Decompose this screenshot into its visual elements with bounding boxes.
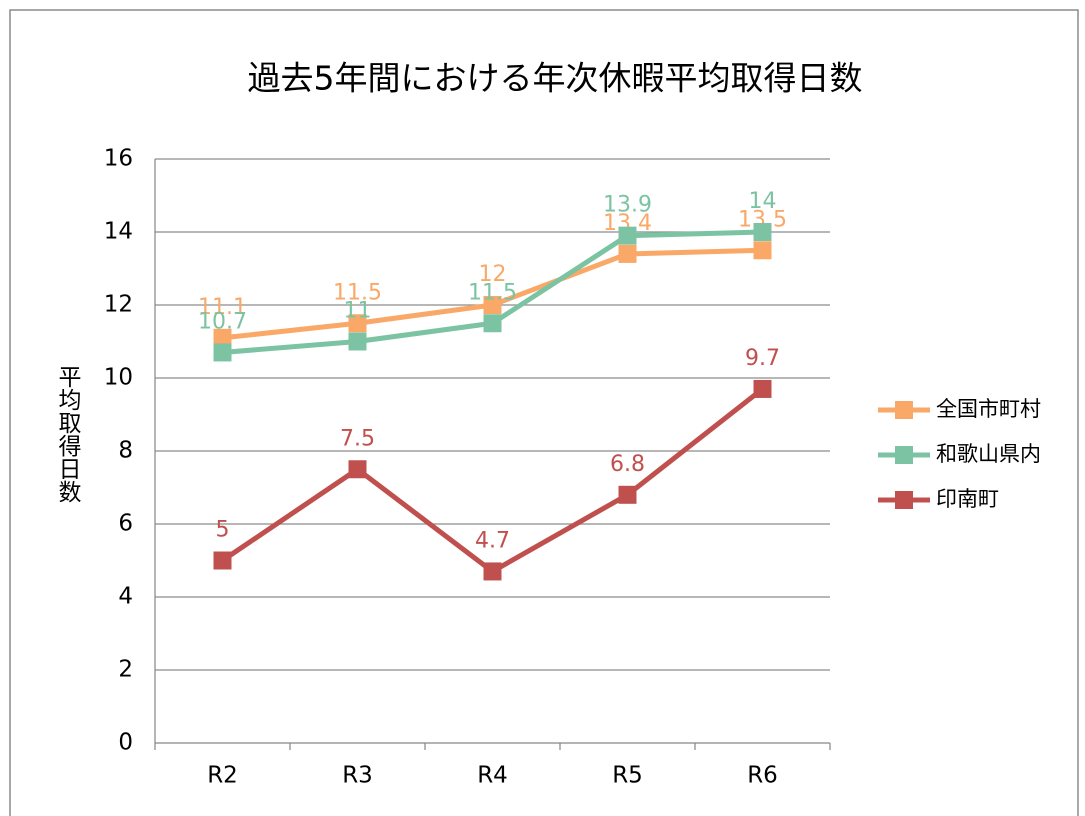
y-tick-label: 4 — [118, 584, 133, 610]
point-marker — [213, 551, 232, 570]
chart-title: 過去5年間における年次休暇平均取得日数 — [248, 59, 863, 98]
data-label: 13.9 — [603, 193, 652, 218]
y-tick-label: 16 — [104, 146, 133, 172]
point-marker — [483, 562, 502, 581]
y-tick-label: 0 — [118, 730, 133, 756]
data-label: 6.8 — [610, 452, 645, 477]
y-tick-label: 2 — [118, 657, 133, 683]
data-label: 14 — [749, 189, 777, 214]
point-marker — [483, 296, 502, 314]
x-tick-label: R2 — [207, 763, 238, 789]
y-tick-label: 10 — [104, 365, 133, 391]
data-label: 12 — [479, 262, 507, 287]
legend-label: 全国市町村 — [936, 397, 1041, 421]
chart-border — [9, 9, 1079, 816]
data-label: 5 — [216, 518, 230, 543]
point-marker — [483, 314, 502, 333]
y-tick-label: 14 — [104, 219, 133, 245]
point-marker — [213, 328, 232, 347]
y-axis-label: 平均取得日数 — [54, 365, 82, 503]
data-label: 11.1 — [198, 295, 247, 320]
data-label: 10.7 — [198, 309, 247, 334]
data-label: 4.7 — [475, 528, 510, 553]
x-tick-label: R5 — [612, 763, 643, 789]
y-tick-label: 6 — [118, 511, 133, 537]
point-marker — [348, 332, 367, 351]
data-label: 11.5 — [468, 280, 517, 305]
legend-label: 印南町 — [936, 487, 999, 511]
point-marker — [348, 460, 367, 479]
data-label: 9.7 — [745, 346, 780, 371]
legend-marker — [895, 446, 913, 464]
data-label: 7.5 — [340, 426, 375, 451]
x-tick-label: R4 — [477, 763, 508, 789]
point-marker — [753, 223, 772, 241]
legend-label: 和歌山県内 — [936, 442, 1041, 466]
point-marker — [618, 485, 637, 504]
point-marker — [618, 226, 637, 245]
x-tick-label: R6 — [747, 763, 778, 789]
point-marker — [753, 241, 772, 260]
data-label: 11.5 — [333, 280, 382, 305]
point-marker — [618, 244, 637, 263]
point-marker — [348, 314, 367, 333]
y-tick-label: 12 — [104, 292, 133, 318]
data-label: 11 — [344, 299, 372, 324]
point-marker — [753, 379, 772, 398]
x-tick-label: R3 — [342, 763, 373, 789]
point-marker — [213, 343, 232, 362]
y-tick-label: 8 — [118, 438, 133, 464]
legend-marker — [895, 491, 913, 509]
legend-marker — [895, 401, 913, 419]
